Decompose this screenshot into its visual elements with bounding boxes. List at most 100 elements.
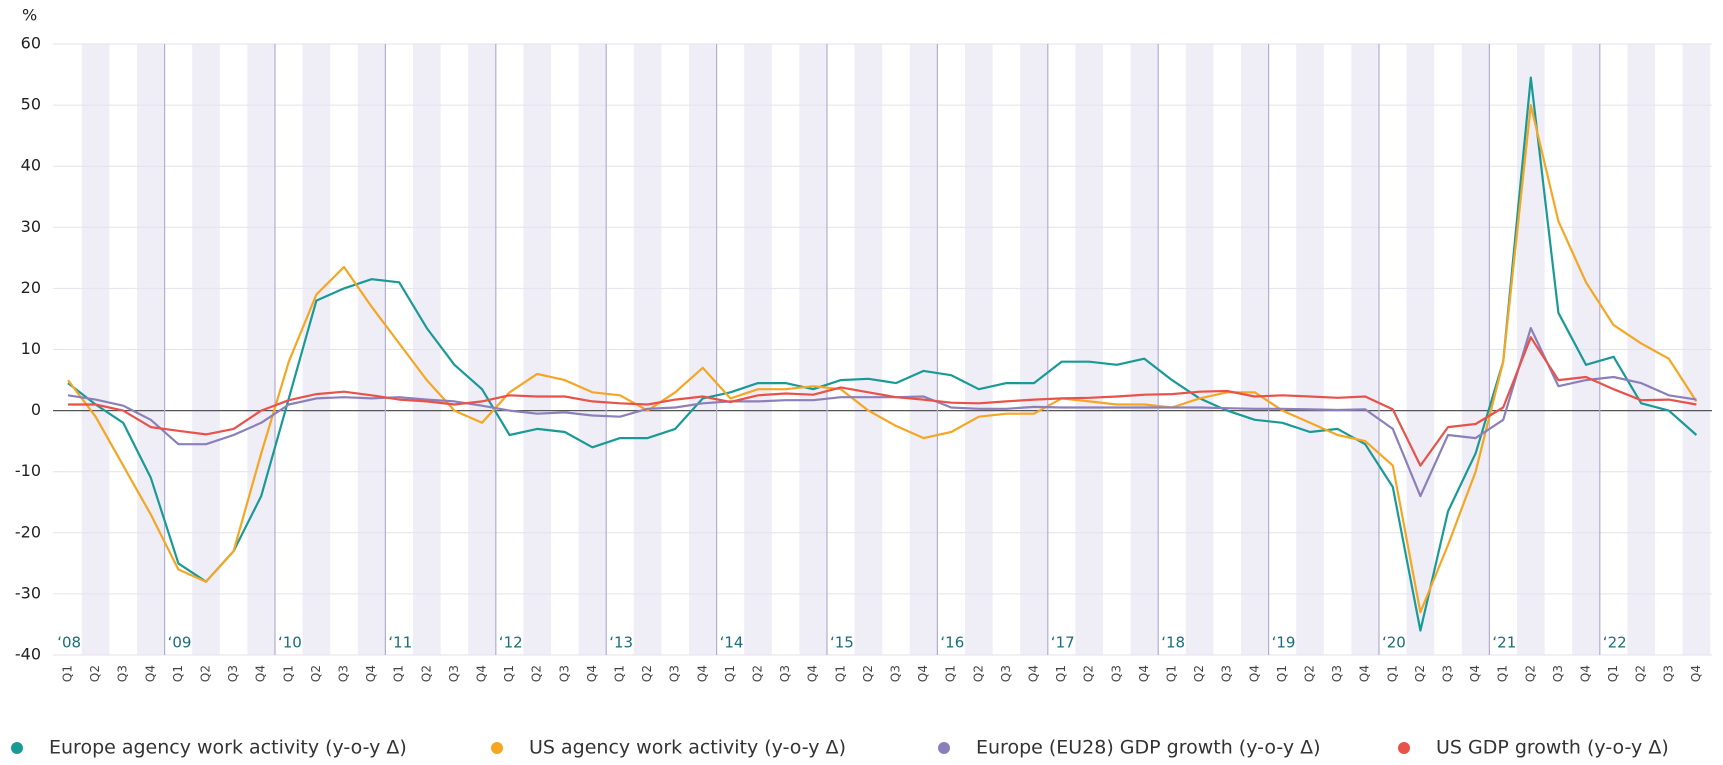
y-tick-label: 50 bbox=[21, 95, 41, 114]
y-tick-label: -30 bbox=[15, 583, 41, 602]
x-tick-label: Q3 bbox=[668, 665, 682, 682]
x-tick-label: Q1 bbox=[171, 665, 185, 682]
x-tick-label: Q2 bbox=[751, 665, 765, 682]
x-tick-label: Q4 bbox=[1137, 665, 1151, 682]
year-label: ‘15 bbox=[830, 634, 854, 652]
y-tick-label: 10 bbox=[21, 339, 41, 358]
x-tick-label: Q3 bbox=[778, 665, 792, 682]
y-tick-label: -20 bbox=[15, 522, 41, 541]
x-tick-label: Q1 bbox=[281, 665, 295, 682]
x-tick-label: Q4 bbox=[1358, 665, 1372, 682]
year-label: ‘08 bbox=[57, 634, 81, 652]
x-tick-label: Q2 bbox=[1413, 665, 1427, 682]
x-tick-label: Q1 bbox=[1606, 665, 1620, 682]
x-tick-label: Q4 bbox=[1247, 665, 1261, 682]
x-tick-label: Q3 bbox=[1661, 665, 1675, 682]
x-tick-label: Q4 bbox=[695, 665, 709, 682]
x-tick-label: Q2 bbox=[419, 665, 433, 682]
x-tick-label: Q4 bbox=[916, 665, 930, 682]
x-tick-label: Q1 bbox=[944, 665, 958, 682]
x-tick-label: Q4 bbox=[475, 665, 489, 682]
x-tick-label: Q3 bbox=[1220, 665, 1234, 682]
x-tick-label: Q2 bbox=[640, 665, 654, 682]
x-tick-label: Q3 bbox=[889, 665, 903, 682]
x-tick-label: Q3 bbox=[557, 665, 571, 682]
x-tick-label: Q4 bbox=[585, 665, 599, 682]
year-label: ‘09 bbox=[168, 634, 192, 652]
series-line bbox=[67, 76, 1698, 632]
year-label: ‘10 bbox=[278, 634, 302, 652]
x-tick-label: Q1 bbox=[1496, 665, 1510, 682]
x-tick-label: Q1 bbox=[1165, 665, 1179, 682]
year-label: ‘13 bbox=[609, 634, 633, 652]
x-tick-label: Q1 bbox=[833, 665, 847, 682]
x-tick-label: Q4 bbox=[254, 665, 268, 682]
x-tick-label: Q1 bbox=[613, 665, 627, 682]
x-tick-label: Q1 bbox=[61, 665, 75, 682]
year-label: ‘17 bbox=[1051, 634, 1075, 652]
x-tick-label: Q2 bbox=[199, 665, 213, 682]
x-tick-label: Q3 bbox=[1441, 665, 1455, 682]
year-label: ‘22 bbox=[1603, 634, 1627, 652]
x-tick-label: Q2 bbox=[530, 665, 544, 682]
x-tick-label: Q4 bbox=[806, 665, 820, 682]
x-tick-label: Q3 bbox=[1109, 665, 1123, 682]
y-tick-label: 40 bbox=[21, 156, 41, 175]
x-tick-label: Q3 bbox=[1551, 665, 1565, 682]
x-tick-label: Q4 bbox=[143, 665, 157, 682]
x-tick-label: Q3 bbox=[999, 665, 1013, 682]
x-tick-label: Q3 bbox=[1330, 665, 1344, 682]
legend-label: US GDP growth (y-o-y Δ) bbox=[1436, 737, 1669, 759]
year-label: ‘18 bbox=[1161, 634, 1185, 652]
year-label: ‘21 bbox=[1492, 634, 1516, 652]
x-tick-label: Q1 bbox=[1385, 665, 1399, 682]
y-axis-label: % bbox=[22, 6, 37, 25]
year-label: ‘12 bbox=[499, 634, 523, 652]
x-tick-label: Q3 bbox=[337, 665, 351, 682]
x-tick-label: Q4 bbox=[1027, 665, 1041, 682]
series-line bbox=[67, 327, 1697, 498]
x-tick-label: Q1 bbox=[723, 665, 737, 682]
y-tick-label: -10 bbox=[15, 461, 41, 480]
x-tick-label: Q2 bbox=[309, 665, 323, 682]
year-label: ‘14 bbox=[720, 634, 744, 652]
y-tick-label: 60 bbox=[21, 34, 41, 53]
x-tick-label: Q2 bbox=[1523, 665, 1537, 682]
x-tick-label: Q1 bbox=[1275, 665, 1289, 682]
x-tick-label: Q3 bbox=[116, 665, 130, 682]
x-tick-label: Q4 bbox=[1468, 665, 1482, 682]
year-label: ‘19 bbox=[1272, 634, 1296, 652]
x-tick-label: Q2 bbox=[1192, 665, 1206, 682]
x-tick-label: Q4 bbox=[364, 665, 378, 682]
x-tick-label: Q2 bbox=[1303, 665, 1317, 682]
y-tick-label: 30 bbox=[21, 217, 41, 236]
x-tick-label: Q3 bbox=[226, 665, 240, 682]
series-line bbox=[68, 336, 1697, 467]
x-tick-label: Q2 bbox=[1634, 665, 1648, 682]
legend-label: Europe agency work activity (y-o-y Δ) bbox=[49, 737, 407, 759]
x-tick-label: Q2 bbox=[1082, 665, 1096, 682]
x-tick-label: Q4 bbox=[1579, 665, 1593, 682]
x-tick-label: Q2 bbox=[88, 665, 102, 682]
x-tick-label: Q4 bbox=[1689, 665, 1703, 682]
year-label: ‘20 bbox=[1382, 634, 1406, 652]
x-tick-label: Q1 bbox=[392, 665, 406, 682]
year-label: ‘16 bbox=[940, 634, 964, 652]
legend-marker bbox=[938, 742, 950, 754]
legend-marker bbox=[491, 742, 503, 754]
x-tick-label: Q1 bbox=[1054, 665, 1068, 682]
x-tick-label: Q1 bbox=[502, 665, 516, 682]
legend-marker bbox=[1398, 742, 1410, 754]
x-tick-label: Q2 bbox=[861, 665, 875, 682]
x-tick-label: Q2 bbox=[971, 665, 985, 682]
legend-label: Europe (EU28) GDP growth (y-o-y Δ) bbox=[976, 737, 1321, 759]
y-tick-label: 20 bbox=[21, 278, 41, 297]
series-line bbox=[67, 104, 1698, 614]
legend-label: US agency work activity (y-o-y Δ) bbox=[529, 737, 846, 759]
x-tick-label: Q3 bbox=[447, 665, 461, 682]
legend-marker bbox=[11, 742, 23, 754]
year-label: ‘11 bbox=[388, 634, 412, 652]
y-tick-label: 0 bbox=[31, 400, 41, 419]
y-tick-label: -40 bbox=[15, 645, 41, 664]
